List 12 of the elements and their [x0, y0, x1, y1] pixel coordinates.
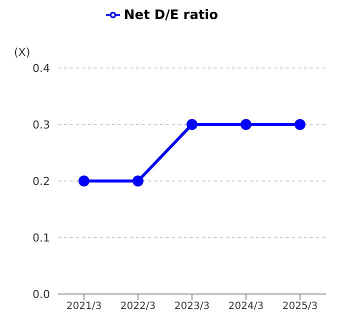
legend-label: Net D/E ratio	[124, 8, 218, 23]
y-tick-label: 0.4	[32, 62, 50, 75]
y-tick-label: 0.1	[32, 231, 50, 244]
y-tick-label: 0.3	[32, 118, 50, 132]
x-tick-label: 2022/3	[120, 301, 156, 312]
x-tick-label: 2021/3	[66, 301, 102, 312]
y-tick-label: 0.2	[32, 174, 50, 188]
y-tick-label: 0.0	[32, 288, 50, 301]
x-tick-label: 2024/3	[228, 301, 264, 312]
x-tick-label: 2023/3	[174, 301, 210, 312]
y-axis-title: (X)	[14, 46, 30, 59]
x-tick-label: 2025/3	[282, 301, 318, 312]
